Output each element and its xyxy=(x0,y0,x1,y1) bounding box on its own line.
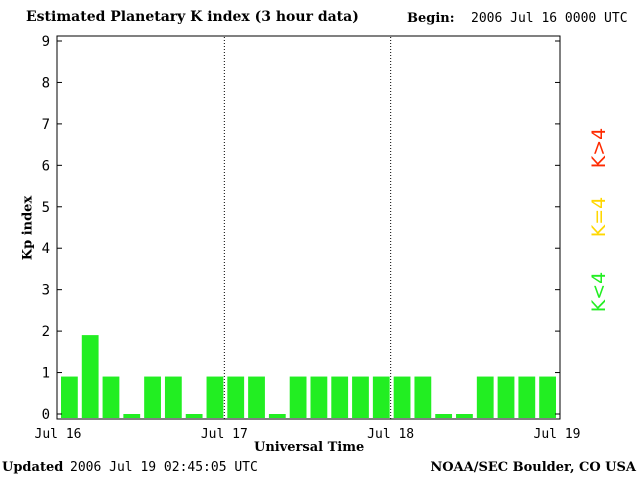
begin-value: 2006 Jul 16 0000 UTC xyxy=(471,11,628,26)
kp-bar xyxy=(352,376,369,418)
x-tick-label: Jul 17 xyxy=(201,427,248,442)
day-gridlines xyxy=(223,37,392,419)
bars xyxy=(61,335,556,418)
kp-bar xyxy=(476,376,494,418)
chart-title: Estimated Planetary K index (3 hour data… xyxy=(26,9,359,25)
x-tick-label: Jul 18 xyxy=(367,427,414,442)
y-tick-label: 1 xyxy=(42,366,50,382)
y-tick-label: 6 xyxy=(42,158,50,174)
kp-bar xyxy=(414,376,432,418)
kp-bar xyxy=(164,376,182,418)
y-tick-label: 4 xyxy=(42,241,50,257)
kp-bar xyxy=(185,414,203,418)
y-tick-label: 7 xyxy=(42,117,50,133)
kp-bar xyxy=(456,414,473,418)
updated-label: Updated xyxy=(2,460,64,475)
kp-bar xyxy=(227,376,245,418)
begin-label: Begin: xyxy=(407,11,455,26)
x-axis-ticks: Jul 16 Jul 17 Jul 18 Jul 19 xyxy=(35,427,581,442)
credit: NOAA/SEC Boulder, CO USA xyxy=(430,460,636,475)
legend-k-equal-4: K=4 xyxy=(588,196,610,238)
kp-bar xyxy=(497,376,515,418)
kp-bar xyxy=(61,376,78,418)
kp-bar xyxy=(248,376,265,418)
y-axis-label: Kp index xyxy=(20,195,36,261)
legend-k-greater-4: K>4 xyxy=(588,127,610,169)
kp-bar xyxy=(123,414,141,418)
x-axis-label: Universal Time xyxy=(254,440,365,455)
kp-bar xyxy=(102,376,120,418)
kp-bar xyxy=(310,376,328,418)
legend-k-less-4: K<4 xyxy=(588,271,610,313)
updated-value: 2006 Jul 19 02:45:05 UTC xyxy=(70,460,258,475)
y-tick-label: 8 xyxy=(42,75,50,91)
kp-bar xyxy=(331,376,349,418)
kp-bar xyxy=(81,335,99,418)
kp-bar xyxy=(372,376,390,418)
x-tick-label: Jul 16 xyxy=(35,427,82,442)
plot-area xyxy=(56,35,561,420)
y-tick-label: 0 xyxy=(42,407,50,423)
kp-bar xyxy=(539,376,556,418)
kp-bar xyxy=(393,376,411,418)
kp-bar xyxy=(435,414,453,418)
y-axis-ticks: 0 1 2 3 4 5 6 7 8 9 xyxy=(42,34,560,423)
y-tick-label: 2 xyxy=(42,324,50,340)
kp-bar xyxy=(268,414,286,418)
kp-bar xyxy=(289,376,307,418)
kp-bar xyxy=(144,376,161,418)
y-tick-label: 9 xyxy=(42,34,50,50)
y-tick-label: 5 xyxy=(42,200,50,216)
x-tick-label: Jul 19 xyxy=(534,427,581,442)
kp-bar xyxy=(518,376,536,418)
kp-bar xyxy=(206,376,224,418)
y-tick-label: 3 xyxy=(42,283,50,299)
